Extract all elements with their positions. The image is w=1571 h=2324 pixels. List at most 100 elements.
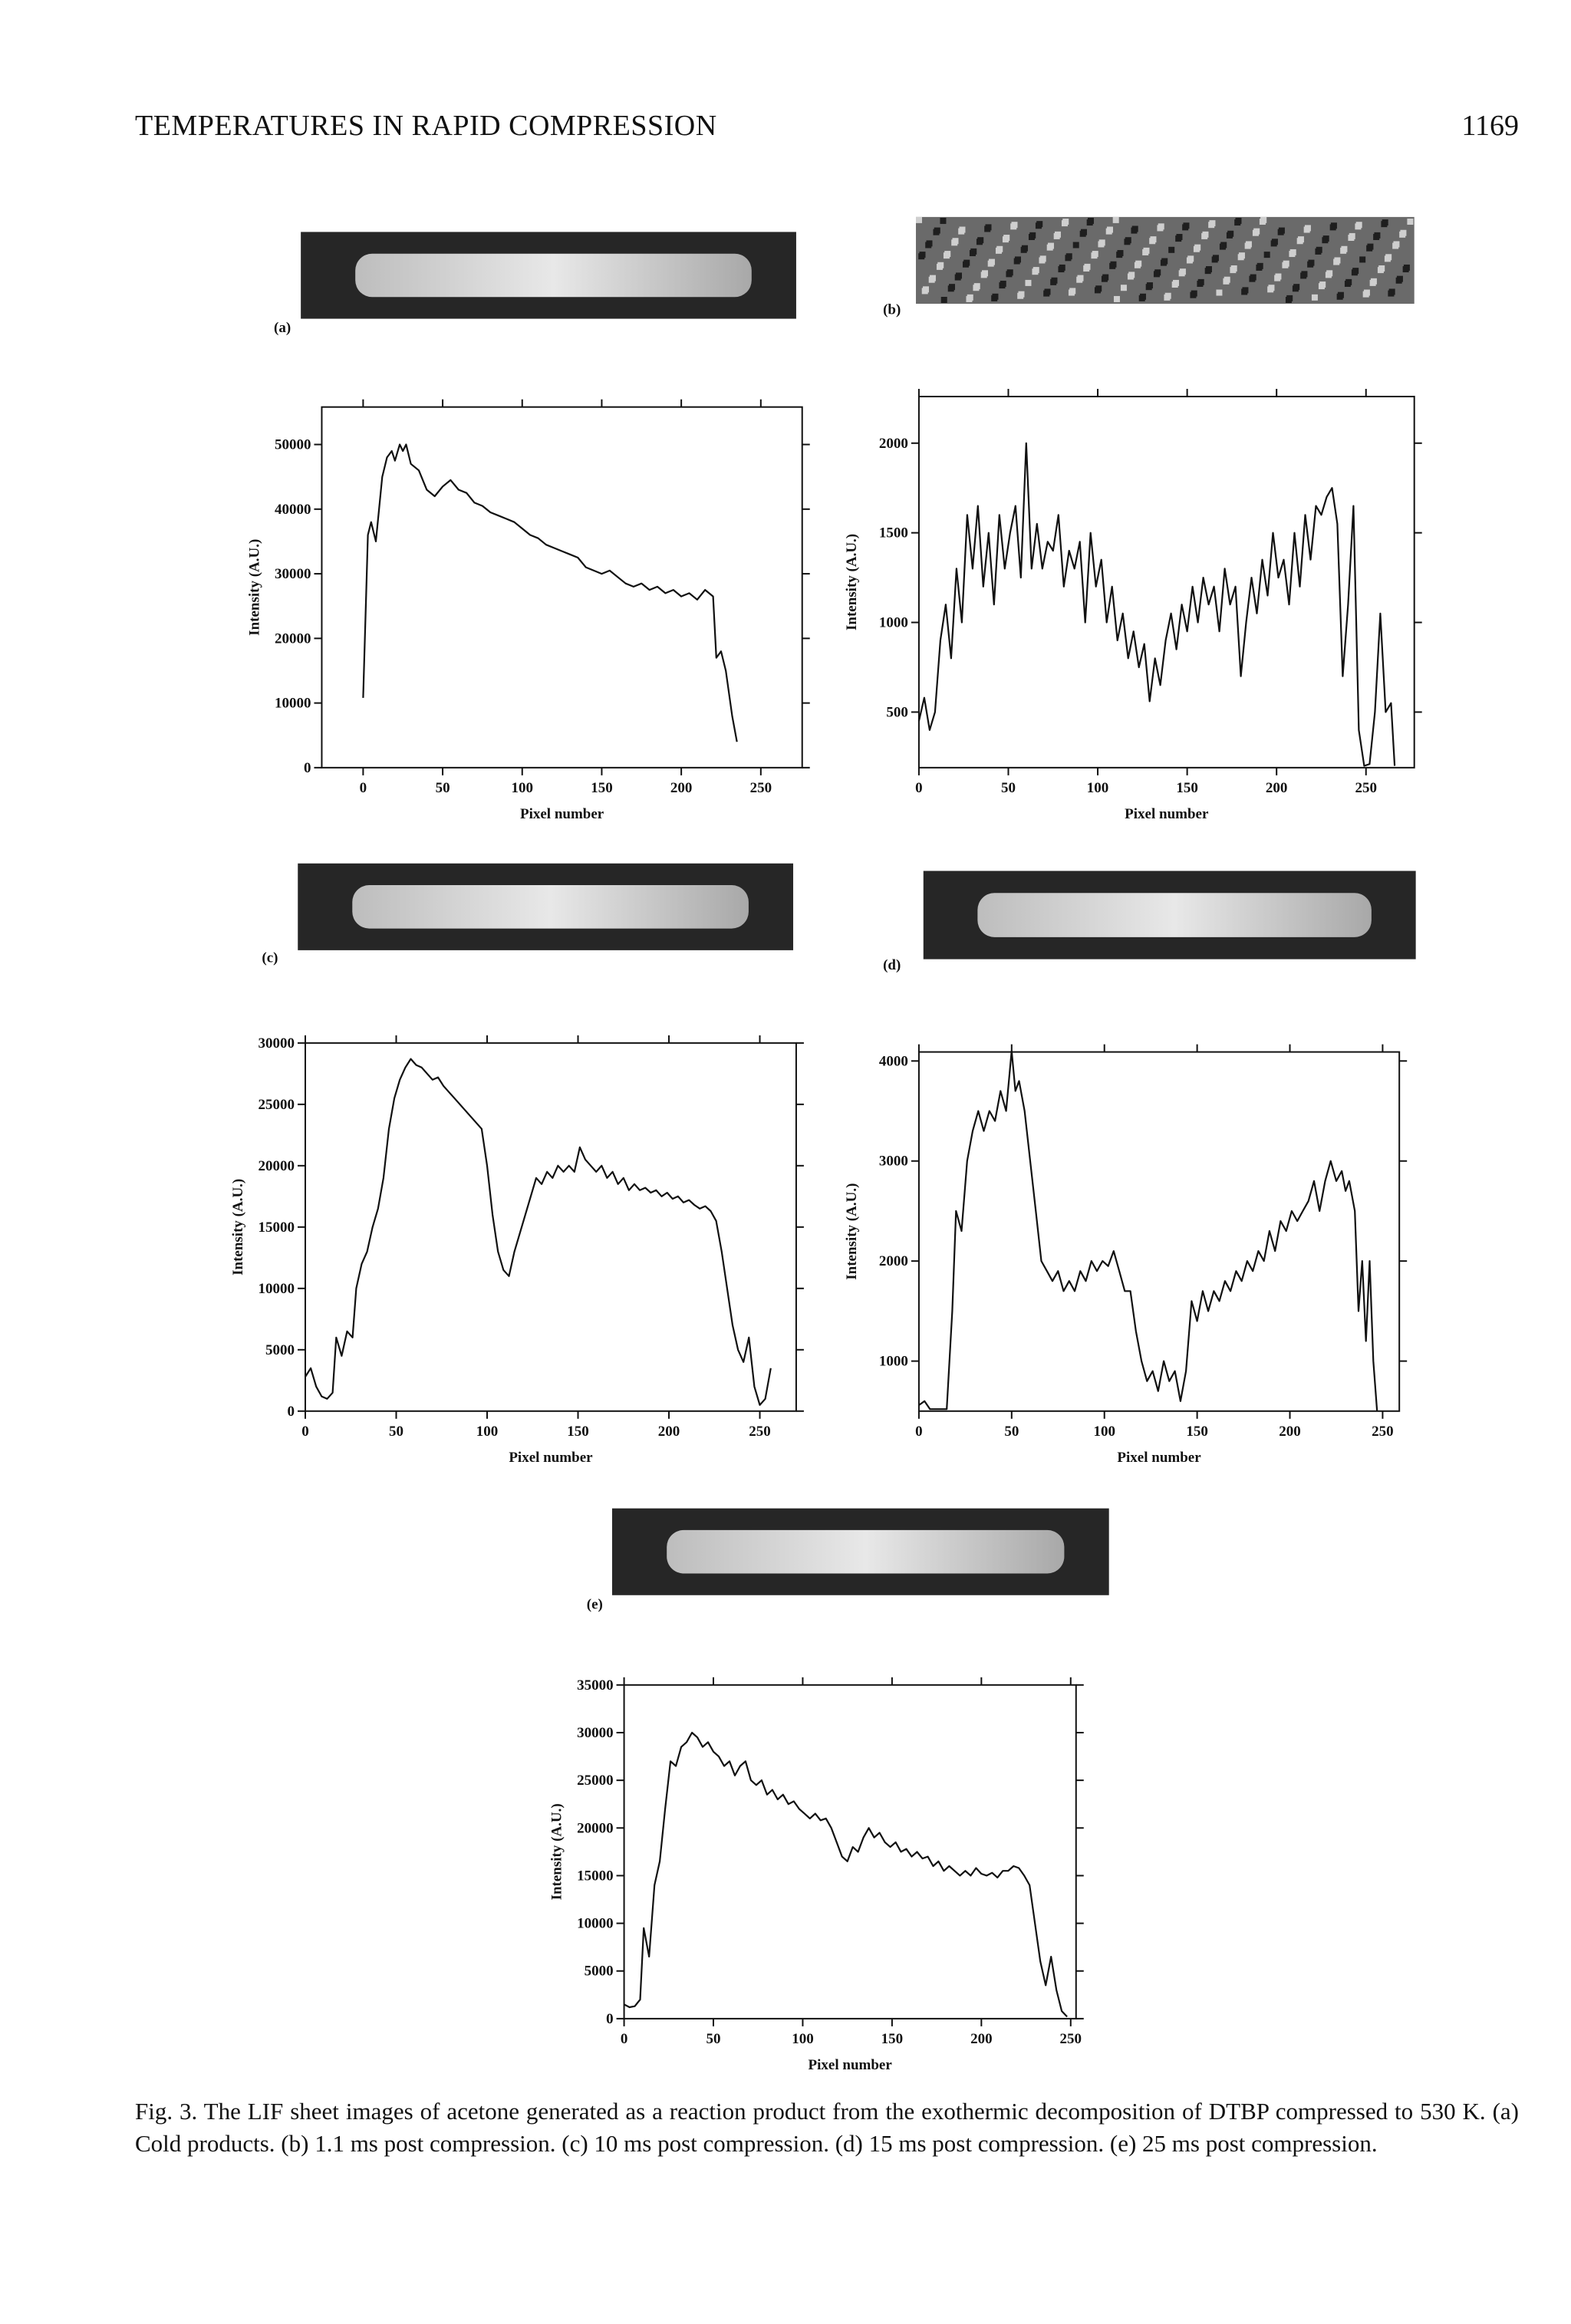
y-tick-label: 35000 <box>577 1677 614 1694</box>
image-speckle <box>1359 256 1366 263</box>
image-speckle <box>1006 271 1013 278</box>
y-tick-label: 10000 <box>275 696 311 712</box>
x-tick-label: 0 <box>915 1424 923 1440</box>
image-speckle <box>1050 278 1057 285</box>
data-line <box>624 1731 1068 2018</box>
y-tick-label: 5000 <box>585 1964 614 1980</box>
image-speckle <box>921 288 928 295</box>
y-axis-label: Intensity (A.U.) <box>844 1183 860 1280</box>
image-speckle <box>1153 271 1160 278</box>
image-speckle <box>1112 216 1119 223</box>
image-speckle <box>1025 279 1032 286</box>
x-tick-label: 0 <box>301 1424 309 1440</box>
image-speckle <box>1058 266 1065 273</box>
y-axis-label: Intensity (A.U.) <box>246 539 262 636</box>
y-tick-label: 15000 <box>577 1868 614 1884</box>
y-axis-label: Intensity (A.U.) <box>230 1179 246 1276</box>
image-speckle <box>1402 266 1409 273</box>
figure-caption: Fig. 3. The LIF sheet images of acetone … <box>135 2098 1519 2157</box>
image-speckle <box>1149 238 1156 245</box>
plot-frame <box>917 1051 1401 1412</box>
image-speckle <box>1105 228 1112 235</box>
image-speckle <box>1300 272 1307 279</box>
image-speckle <box>1340 247 1347 254</box>
image-speckle <box>1131 227 1138 234</box>
image-speckle <box>1267 286 1274 293</box>
image-speckle <box>1145 284 1152 291</box>
image-speckle <box>980 272 987 278</box>
image-speckle <box>1201 232 1208 239</box>
image-speckle <box>1216 289 1223 296</box>
image-speckle <box>1384 255 1391 262</box>
image-speckle <box>1164 294 1171 301</box>
image-speckle <box>1388 290 1395 297</box>
image-speckle <box>933 229 940 235</box>
x-tick-label: 0 <box>621 2031 628 2047</box>
y-tick-label: 1000 <box>879 615 908 631</box>
image-speckle <box>984 225 991 232</box>
image-speckle <box>918 253 925 260</box>
image-speckle <box>1277 229 1284 235</box>
x-tick-label: 150 <box>1186 1424 1208 1440</box>
image-speckle <box>973 285 980 291</box>
image-speckle <box>958 228 965 235</box>
image-speckle <box>1017 292 1024 299</box>
panel-label: (a) <box>274 320 291 336</box>
y-tick-label: 0 <box>606 2011 614 2027</box>
image-speckle <box>1244 242 1251 249</box>
image-speckle <box>1292 285 1299 292</box>
image-speckle <box>951 239 958 246</box>
x-axis-label: Pixel number <box>1125 806 1209 822</box>
y-tick-label: 20000 <box>259 1158 295 1174</box>
image-speckle <box>1289 251 1296 258</box>
image-speckle <box>1091 252 1098 259</box>
y-tick-label: 40000 <box>275 502 311 518</box>
x-tick-label: 100 <box>1093 1424 1115 1440</box>
y-tick-label: 15000 <box>259 1220 295 1236</box>
image-sheet <box>667 1529 1065 1574</box>
image-speckle <box>1208 222 1215 229</box>
x-tick-label: 50 <box>706 2031 721 2047</box>
x-tick-label: 100 <box>1087 780 1109 796</box>
image-speckle <box>1138 295 1145 301</box>
image-speckle <box>1178 270 1185 277</box>
x-tick-label: 250 <box>749 1424 771 1440</box>
image-speckle <box>1035 222 1042 229</box>
x-axis-label: Pixel number <box>520 806 604 822</box>
image-speckle <box>1197 280 1204 287</box>
y-tick-label: 50000 <box>275 437 311 453</box>
x-tick-label: 100 <box>512 780 534 796</box>
image-speckle <box>936 263 943 270</box>
image-speckle <box>1010 223 1017 230</box>
y-tick-label: 0 <box>288 1404 295 1420</box>
x-tick-label: 150 <box>591 780 613 796</box>
y-axis-label: Intensity (A.U.) <box>549 1803 565 1900</box>
image-speckle <box>1274 275 1281 281</box>
running-head: TEMPERATURES IN RAPID COMPRESSION <box>135 110 717 142</box>
image-speckle <box>1369 279 1376 286</box>
image-speckle <box>1263 252 1270 258</box>
image-speckle <box>1101 275 1108 282</box>
image-speckle <box>976 239 983 245</box>
image-speckle <box>1307 261 1314 268</box>
image-speckle <box>1109 262 1116 269</box>
image-speckle <box>1296 238 1303 245</box>
image-speckle <box>1076 276 1083 283</box>
image-speckle <box>954 274 961 281</box>
image-speckle <box>1322 237 1329 244</box>
image-speckle <box>1079 230 1086 237</box>
image-speckle <box>1355 223 1362 230</box>
x-tick-label: 200 <box>670 780 693 796</box>
y-tick-label: 30000 <box>259 1035 295 1052</box>
image-speckle <box>1193 245 1200 252</box>
x-tick-label: 200 <box>658 1424 680 1440</box>
image-speckle <box>1392 242 1399 249</box>
image-speckle <box>1116 252 1123 258</box>
y-tick-label: 20000 <box>577 1820 614 1836</box>
x-tick-label: 200 <box>1266 780 1288 796</box>
image-speckle <box>1407 218 1414 225</box>
image-speckle <box>1171 281 1178 288</box>
y-tick-label: 30000 <box>577 1725 614 1741</box>
image-speckle <box>1134 262 1141 268</box>
